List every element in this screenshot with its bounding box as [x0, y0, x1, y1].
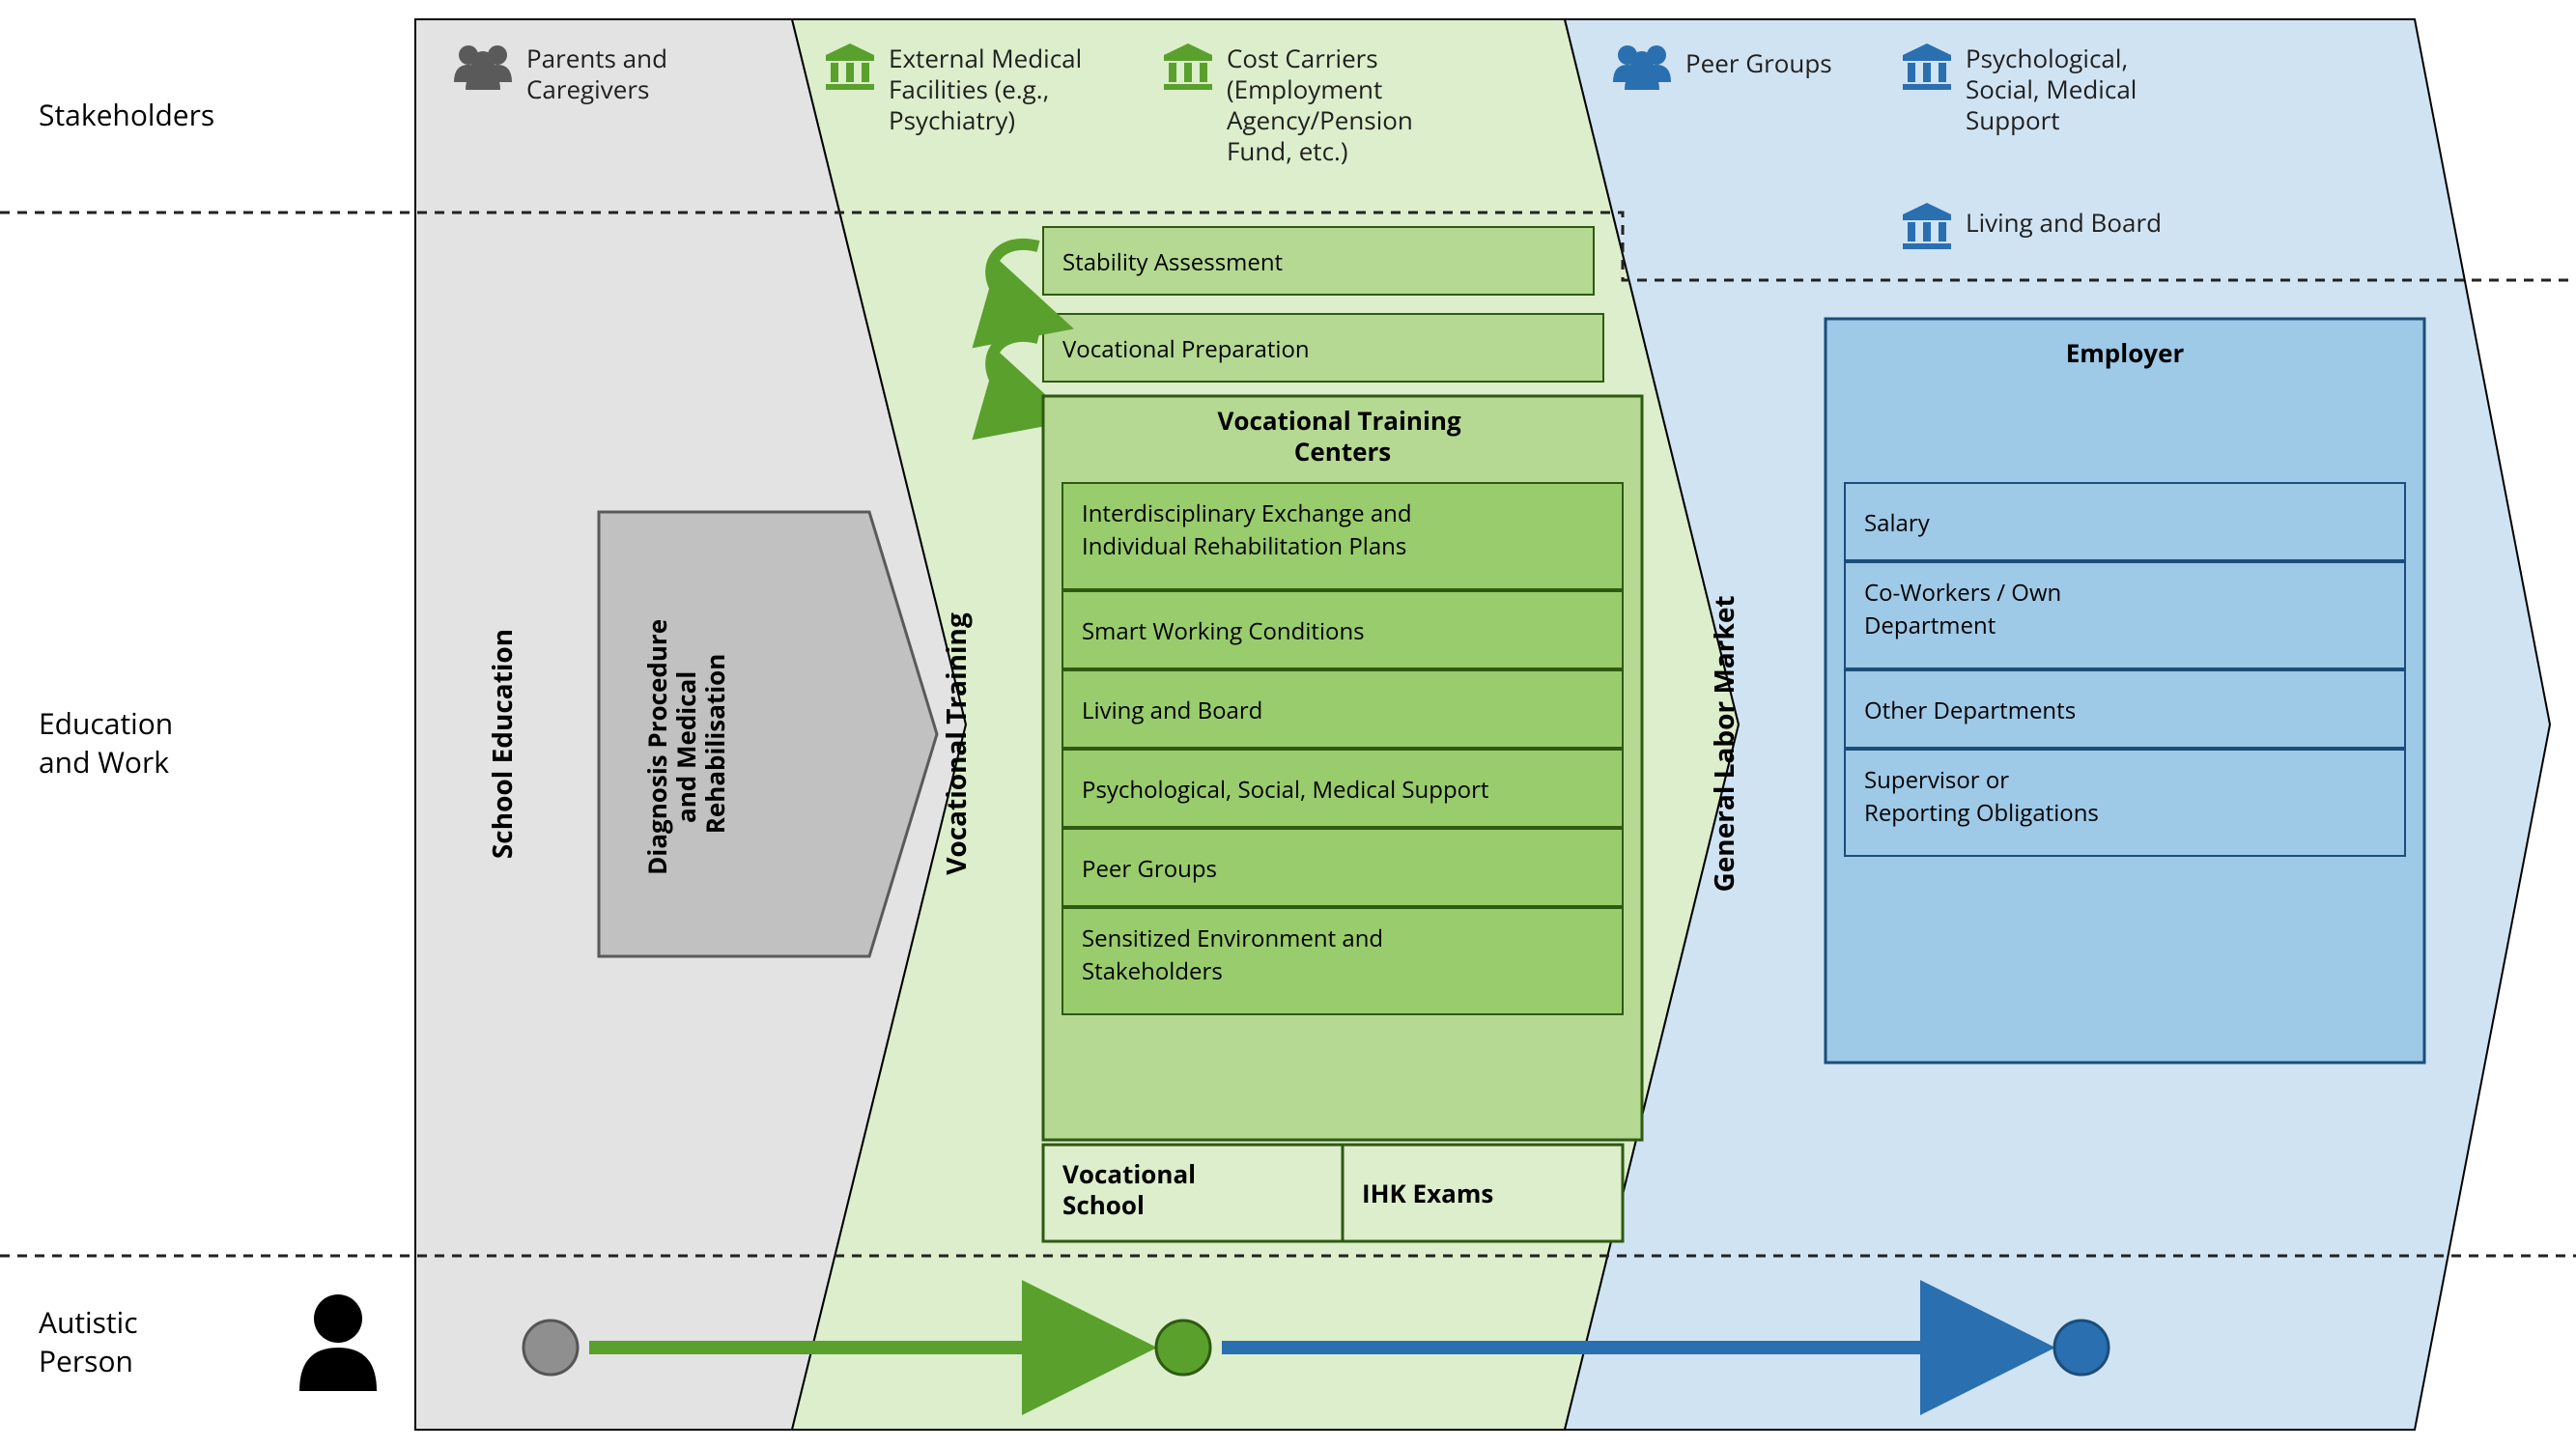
employer-items: Salary Co-Workers / Own Department Other… [1845, 483, 2405, 856]
timeline-dot-green [1156, 1321, 1210, 1375]
row-label-education: Education and Work [39, 703, 181, 781]
timeline-dot-gray [524, 1321, 578, 1375]
svg-text:Living and Board: Living and Board [1966, 205, 2162, 240]
employer-title: Employer [2066, 335, 2185, 370]
person-icon [299, 1294, 377, 1391]
diagram-root: Stakeholders Education and Work Autistic… [0, 0, 2576, 1449]
svg-text:Salary: Salary [1864, 507, 1931, 539]
svg-text:Peer Groups: Peer Groups [1685, 45, 1832, 80]
diagnosis-box: Diagnosis Procedure and Medical Rehabili… [599, 512, 937, 956]
stability-label: Stability Assessment [1062, 246, 1283, 278]
svg-text:Living and Board: Living and Board [1082, 695, 1262, 726]
timeline-dot-blue [2054, 1321, 2109, 1375]
ihk-label: IHK Exams [1362, 1176, 1493, 1210]
svg-text:Interdisciplinary Exchange and: Interdisciplinary Exchange and Individua… [1082, 497, 1418, 562]
voc-centers-items: Interdisciplinary Exchange and Individua… [1062, 483, 1623, 1014]
phase-label-market: General Labor Market [1706, 595, 1742, 892]
row-label-autistic: Autistic Person [39, 1302, 145, 1380]
svg-text:Peer Groups: Peer Groups [1082, 853, 1217, 885]
svg-text:Smart Working Conditions: Smart Working Conditions [1082, 615, 1365, 647]
phase-label-vocational: Vocational Training [938, 612, 975, 875]
voc-prep-label: Vocational Preparation [1062, 333, 1310, 365]
svg-text:Other Departments: Other Departments [1864, 695, 2076, 726]
row-label-stakeholders: Stakeholders [39, 95, 214, 134]
phase-label-school: School Education [484, 629, 521, 859]
svg-text:Psychological, Social, Medical: Psychological, Social, Medical Support [1082, 774, 1488, 806]
